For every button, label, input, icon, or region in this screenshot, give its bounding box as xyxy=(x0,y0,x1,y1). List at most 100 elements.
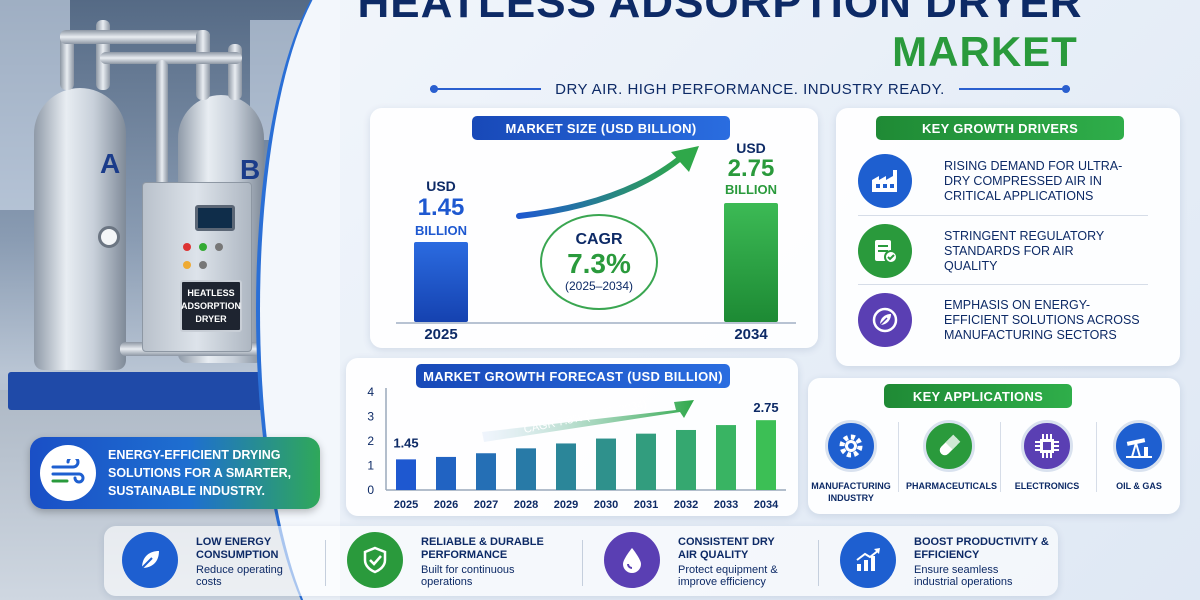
end-value: 2.75 xyxy=(727,155,775,182)
market-size-title: MARKET SIZE (USD BILLION) xyxy=(472,116,730,140)
x-tick-label: 2025 xyxy=(394,499,418,511)
tank-a-label: A xyxy=(100,148,121,179)
benefits-panel xyxy=(104,526,1058,596)
forecast-bar xyxy=(396,459,416,490)
forecast-bar xyxy=(436,456,456,490)
growth-chart-icon xyxy=(840,532,896,588)
driver-divider xyxy=(858,284,1148,285)
leaf-cycle-icon xyxy=(858,293,912,347)
page-title-market: MARKET xyxy=(892,28,1078,75)
benefit-desc: Ensure seamless industrial operations xyxy=(914,564,1013,588)
application-divider xyxy=(1000,422,1001,492)
benefit-item: CONSISTENT DRY AIR QUALITY Protect equip… xyxy=(604,532,798,592)
benefit-title: CONSISTENT DRY AIR QUALITY xyxy=(678,536,775,561)
y-tick-label: 1 xyxy=(367,459,374,473)
x-tick-label: 2033 xyxy=(714,499,738,511)
benefit-divider xyxy=(582,540,583,586)
leaf-icon xyxy=(122,532,178,588)
driver-item: EMPHASIS ON ENERGY-EFFICIENT SOLUTIONS A… xyxy=(858,289,1148,351)
application-divider xyxy=(1096,422,1097,492)
forecast-bar xyxy=(476,453,496,490)
page-title: HEATLESS ADSORPTION DRYER xyxy=(357,0,1083,27)
pressure-gauge-icon xyxy=(98,226,120,248)
benefit-item: LOW ENERGY CONSUMPTION Reduce operating … xyxy=(122,532,306,592)
end-year-bar xyxy=(724,203,778,322)
tagline: DRY AIR. HIGH PERFORMANCE. INDUSTRY READ… xyxy=(430,79,1071,99)
driver-text: STRINGENT REGULATORY STANDARDS FOR AIR Q… xyxy=(944,228,1104,273)
benefit-title: BOOST PRODUCTIVITY & EFFICIENCY xyxy=(914,536,1049,561)
y-tick-label: 3 xyxy=(367,410,374,424)
forecast-bar xyxy=(516,448,536,490)
oil-pump-icon xyxy=(1113,420,1165,472)
cagr-value: 7.3% xyxy=(567,248,631,279)
x-tick-label: 2032 xyxy=(674,499,698,511)
start-year: 2025 xyxy=(424,326,458,343)
start-value-unit: BILLION xyxy=(415,223,467,238)
x-tick-label: 2034 xyxy=(754,499,779,511)
benefit-desc: Built for continuous operations xyxy=(421,564,515,588)
start-value-prefix: USD xyxy=(426,178,456,194)
benefit-desc: Protect equipment & improve efficiency xyxy=(678,564,778,588)
application-divider xyxy=(898,422,899,492)
driver-item: RISING DEMAND FOR ULTRA-DRY COMPRESSED A… xyxy=(858,150,1148,212)
shield-check-icon xyxy=(347,532,403,588)
end-value-prefix: USD xyxy=(736,140,766,156)
capsule-icon xyxy=(923,420,975,472)
application-label: ELECTRONICS xyxy=(1014,481,1080,491)
driver-text: RISING DEMAND FOR ULTRA-DRY COMPRESSED A… xyxy=(944,158,1123,203)
growth-arrow-icon xyxy=(516,146,699,219)
x-tick-label: 2026 xyxy=(434,499,458,511)
cagr-badge: CAGR 7.3% (2025–2034) xyxy=(540,214,658,310)
eco-banner-text: ENERGY-EFFICIENT DRYING SOLUTIONS FOR A … xyxy=(108,448,292,498)
y-tick-label: 0 xyxy=(367,483,374,497)
forecast-chart: 0 1 2 3 4 2025 2026 2027 2028 2029 2030 2031 2032 203… xyxy=(367,385,786,511)
cagr-period: (2025–2034) xyxy=(564,279,634,293)
dryer-photo: A B HEATLESS ADSORPTION DRYER xyxy=(0,0,340,600)
driver-text: EMPHASIS ON ENERGY-EFFICIENT SOLUTIONS A… xyxy=(944,297,1140,342)
x-tick-label: 2029 xyxy=(554,499,578,511)
eco-banner: ENERGY-EFFICIENT DRYING SOLUTIONS FOR A … xyxy=(30,437,320,509)
cagr-arrow-icon xyxy=(482,400,694,442)
x-tick-label: 2031 xyxy=(634,499,658,511)
forecast-bar xyxy=(756,420,776,490)
forecast-bar xyxy=(636,433,656,490)
data-label-first: 1.45 xyxy=(393,435,418,450)
application-item: OIL & GAS xyxy=(1096,420,1182,492)
applications-title: KEY APPLICATIONS xyxy=(884,384,1072,408)
benefit-title: LOW ENERGY CONSUMPTION xyxy=(196,536,279,561)
forecast-title: MARKET GROWTH FORECAST (USD BILLION) xyxy=(416,364,730,388)
benefit-item: BOOST PRODUCTIVITY & EFFICIENCY Ensure s… xyxy=(840,532,1054,592)
y-tick-label: 2 xyxy=(367,434,374,448)
wind-icon xyxy=(40,445,96,501)
driver-divider xyxy=(858,215,1148,216)
chip-icon xyxy=(1021,420,1073,472)
driver-item: STRINGENT REGULATORY STANDARDS FOR AIR Q… xyxy=(858,220,1148,282)
forecast-bar xyxy=(556,443,576,490)
application-label: OIL & GAS xyxy=(1116,481,1162,491)
x-tick-label: 2027 xyxy=(474,499,498,511)
application-item: ELECTRONICS xyxy=(1004,420,1090,492)
y-tick-label: 4 xyxy=(367,385,374,399)
dryer-nameplate: HEATLESS ADSORPTION DRYER xyxy=(180,280,242,332)
application-label: MANUFACTURING INDUSTRY xyxy=(811,481,891,503)
market-size-axis xyxy=(396,322,796,324)
forecast-bar xyxy=(596,438,616,490)
checklist-icon xyxy=(858,224,912,278)
tank-b-label: B xyxy=(240,154,261,185)
tagline-text: DRY AIR. HIGH PERFORMANCE. INDUSTRY READ… xyxy=(555,80,945,98)
x-tick-label: 2030 xyxy=(594,499,618,511)
forecast-bar xyxy=(716,425,736,490)
application-item: MANUFACTURING INDUSTRY xyxy=(808,420,894,504)
factory-icon xyxy=(858,154,912,208)
start-year-bar xyxy=(414,242,468,322)
application-label: PHARMACEUTICALS xyxy=(906,481,997,491)
end-year: 2034 xyxy=(734,326,768,343)
benefit-divider xyxy=(818,540,819,586)
start-value: 1.45 xyxy=(417,194,465,221)
end-value-unit: BILLION xyxy=(725,182,777,197)
benefit-divider xyxy=(325,540,326,586)
benefit-item: RELIABLE & DURABLE PERFORMANCE Built for… xyxy=(347,532,561,592)
cagr-label: CAGR xyxy=(575,231,623,248)
gear-icon xyxy=(825,420,877,472)
x-tick-label: 2028 xyxy=(514,499,538,511)
